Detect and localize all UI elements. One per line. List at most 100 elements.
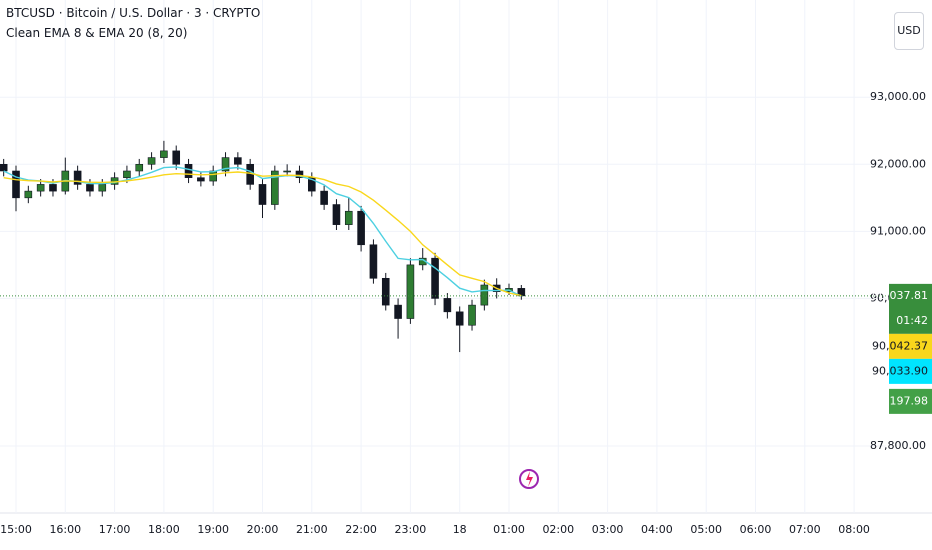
y-tick-label: 87,800.00 xyxy=(870,439,926,452)
candle xyxy=(295,165,304,184)
x-tick-label: 23:00 xyxy=(395,523,427,536)
x-tick-label: 03:00 xyxy=(592,523,624,536)
candle-body xyxy=(197,177,205,182)
candle xyxy=(36,179,45,197)
x-tick-label: 18 xyxy=(453,523,467,536)
candle xyxy=(172,145,181,170)
x-tick-label: 20:00 xyxy=(247,523,279,536)
candle-body xyxy=(36,184,45,192)
candle xyxy=(307,172,316,197)
candle xyxy=(0,158,8,177)
candle-body xyxy=(73,170,82,185)
candle-body xyxy=(123,170,131,179)
candle-body xyxy=(394,304,402,319)
candle xyxy=(147,152,156,170)
x-tick-label: 01:00 xyxy=(493,523,525,536)
price-tag-label: 90,033.90 xyxy=(872,364,928,377)
candle-body xyxy=(184,163,193,179)
candle xyxy=(332,199,341,231)
candle-body xyxy=(344,210,353,225)
logo-icon xyxy=(519,469,539,489)
price-tag xyxy=(889,358,932,384)
candle-body xyxy=(172,150,181,165)
candle-body xyxy=(147,157,156,165)
price-axis xyxy=(886,0,932,550)
candle-body xyxy=(209,170,217,182)
candle-body xyxy=(468,304,476,326)
x-tick-label: 15:00 xyxy=(0,523,32,536)
candle xyxy=(394,298,402,339)
candle-body xyxy=(357,210,365,246)
candle-body xyxy=(12,170,20,199)
candle xyxy=(283,164,291,177)
candle xyxy=(61,157,70,195)
candle-body xyxy=(271,170,279,205)
candle-body xyxy=(320,190,328,205)
candle-body xyxy=(443,298,452,313)
candle-body xyxy=(283,170,291,173)
candle xyxy=(73,165,82,190)
candle-body xyxy=(455,311,464,326)
candle xyxy=(443,293,452,319)
candle xyxy=(135,158,144,177)
candle-body xyxy=(49,184,57,192)
candle-body xyxy=(135,163,144,172)
symbol-title[interactable]: BTCUSD · Bitcoin / U.S. Dollar · 3 · CRY… xyxy=(6,6,261,20)
candle-body xyxy=(406,264,415,319)
ema-line xyxy=(3,171,522,297)
candle xyxy=(184,158,193,184)
price-tag-label: 89,197.98 xyxy=(872,394,928,407)
candle xyxy=(24,185,33,204)
x-tick-label: 07:00 xyxy=(789,523,821,536)
candle xyxy=(234,152,242,170)
candle xyxy=(369,239,378,284)
price-tag-label: 90,037.81 xyxy=(872,289,928,302)
x-tick-label: 02:00 xyxy=(542,523,574,536)
candle-body xyxy=(0,163,8,172)
candle-body xyxy=(86,184,94,192)
y-tick-label: 91,000.00 xyxy=(870,224,926,237)
x-tick-label: 06:00 xyxy=(740,523,772,536)
countdown-label: 01:42 xyxy=(896,314,928,327)
candle xyxy=(320,185,328,210)
candle xyxy=(271,165,279,210)
candle xyxy=(209,165,217,186)
x-tick-label: 18:00 xyxy=(148,523,180,536)
y-tick-label: 93,000.00 xyxy=(870,90,926,103)
price-tag xyxy=(889,388,932,414)
candle xyxy=(344,197,353,231)
candle xyxy=(258,179,267,218)
x-tick-label: 22:00 xyxy=(345,523,377,536)
price-tag-label: 90,042.37 xyxy=(872,339,928,352)
candle-body xyxy=(160,150,168,158)
x-tick-label: 05:00 xyxy=(690,523,722,536)
candle xyxy=(406,258,415,324)
candle-body xyxy=(431,257,439,299)
x-tick-label: 04:00 xyxy=(641,523,673,536)
x-tick-label: 19:00 xyxy=(197,523,229,536)
candle xyxy=(480,279,489,311)
x-tick-label: 08:00 xyxy=(838,523,870,536)
candle-body xyxy=(98,184,107,192)
candle xyxy=(455,306,464,353)
candle-body xyxy=(24,190,33,199)
candle xyxy=(517,285,526,300)
x-tick-label: 16:00 xyxy=(49,523,81,536)
candle xyxy=(12,165,20,212)
x-tick-label: 21:00 xyxy=(296,523,328,536)
indicator-label[interactable]: Clean EMA 8 & EMA 20 (8, 20) xyxy=(6,26,188,40)
candle xyxy=(381,272,390,311)
candle xyxy=(431,252,439,306)
currency-button[interactable]: USD xyxy=(894,12,924,50)
candle-body xyxy=(381,277,390,306)
candle-body xyxy=(258,184,267,205)
candle-body xyxy=(221,157,230,172)
candle-body xyxy=(332,204,341,225)
candle-body xyxy=(295,170,304,179)
x-tick-label: 17:00 xyxy=(99,523,131,536)
candle-body xyxy=(369,244,378,279)
ema-line xyxy=(3,166,522,297)
price-tag xyxy=(889,283,932,334)
candle xyxy=(160,140,168,163)
